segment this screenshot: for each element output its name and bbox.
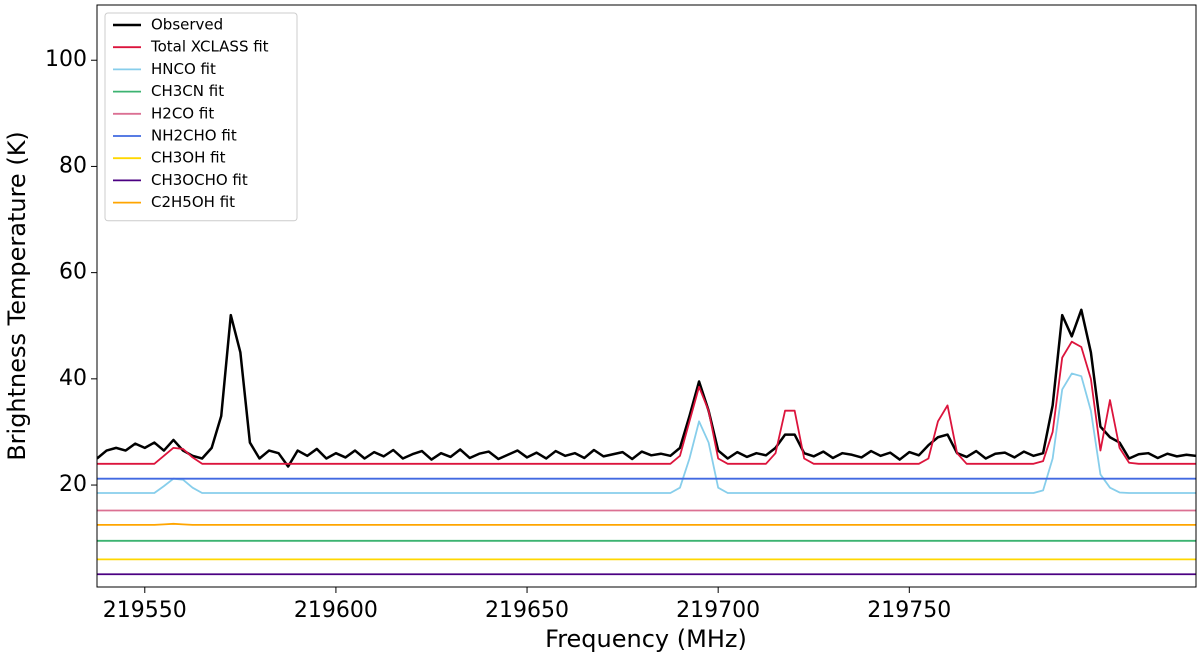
legend-label: CH3OH fit [151,149,226,167]
series-line [97,308,1196,468]
series-line [97,340,1196,465]
legend-label: HNCO fit [151,60,216,78]
y-tick-label: 40 [59,366,87,391]
series-line [97,522,1196,526]
x-tick-label: 219550 [103,598,187,623]
y-tick-label: 80 [59,153,87,178]
y-axis-label: Brightness Temperature (K) [3,131,31,461]
x-tick-label: 219600 [294,598,378,623]
legend-label: Total XCLASS fit [150,38,269,56]
y-tick-label: 60 [59,260,87,285]
plot-lines [97,308,1196,576]
x-tick-label: 219750 [867,598,951,623]
legend-label: Observed [151,16,223,34]
y-tick-label: 100 [45,47,87,72]
legend-label: H2CO fit [151,104,214,122]
legend-box [104,12,298,222]
legend-label: C2H5OH fit [151,193,235,211]
legend-label: CH3CN fit [151,82,224,100]
x-tick-label: 219650 [485,598,569,623]
legend-label: NH2CHO fit [151,127,237,145]
x-tick-label: 219700 [676,598,760,623]
legend-label: CH3OCHO fit [151,171,248,189]
y-tick-label: 20 [59,472,87,497]
plot-frame [96,4,1197,588]
legend: Observed Total XCLASS fit HNCO fit CH3CN fi… [104,12,298,222]
series-line [97,372,1196,494]
x-axis-label: Frequency (MHz) [545,625,747,653]
